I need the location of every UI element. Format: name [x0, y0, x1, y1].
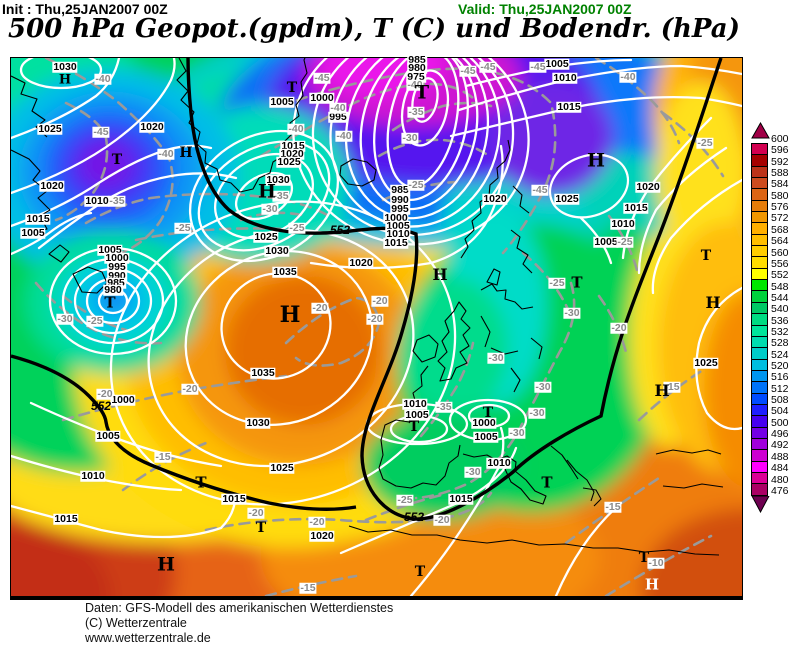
colorbar-tick-label: 496 — [771, 428, 789, 441]
page-title: 500 hPa Geopot.(gpdm), T (C) und Bodendr… — [8, 14, 740, 44]
colorbar-tick-label: 568 — [771, 223, 789, 236]
colorbar-bands — [751, 143, 771, 496]
map-frame — [10, 57, 743, 600]
colorbar-tick-label: 480 — [771, 473, 789, 486]
geopotential-552-contours — [11, 58, 723, 521]
colorbar-tick-label: 592 — [771, 155, 789, 168]
colorbar-tick-label: 540 — [771, 303, 789, 316]
colorbar-tick-label: 544 — [771, 291, 789, 304]
valid-time-label: Valid: Thu,25JAN2007 00Z — [458, 1, 632, 17]
colorbar-tick-label: 576 — [771, 201, 789, 214]
colorbar-tick-label: 528 — [771, 337, 789, 350]
colorbar-tick-label: 492 — [771, 439, 789, 452]
colorbar-tick-label: 552 — [771, 269, 789, 282]
colorbar-tick-label: 500 — [771, 416, 789, 429]
colorbar-tick-label: 548 — [771, 280, 789, 293]
colorbar-tick-label: 488 — [771, 450, 789, 463]
colorbar-top-arrow — [751, 121, 770, 139]
colorbar-tick-label: 572 — [771, 212, 789, 225]
colorbar-tick-label: 484 — [771, 462, 789, 475]
attribution-line-1: Daten: GFS-Modell des amerikanischen Wet… — [85, 601, 394, 615]
colorbar-tick-label: 508 — [771, 394, 789, 407]
colorbar-tick-label: 596 — [771, 144, 789, 157]
colorbar-tick-label: 516 — [771, 371, 789, 384]
colorbar-tick-label: 588 — [771, 167, 789, 180]
colorbar-tick-label: 536 — [771, 314, 789, 327]
attribution-line-2: (C) Wetterzentrale — [85, 615, 187, 630]
colorbar-tick-label: 476 — [771, 484, 789, 497]
colorbar-tick-label: 564 — [771, 235, 789, 248]
weather-map-svg — [11, 58, 742, 596]
attribution-line-3: www.wetterzentrale.de — [85, 630, 211, 645]
init-time-label: Init : Thu,25JAN2007 00Z — [2, 1, 168, 17]
colorbar-tick-label: 532 — [771, 325, 789, 338]
colorbar-tick-label: 512 — [771, 382, 789, 395]
colorbar-tick-label: 584 — [771, 178, 789, 191]
colorbar-tick-label: 580 — [771, 189, 789, 202]
colorbar — [751, 121, 771, 513]
colorbar-tick-label: 524 — [771, 348, 789, 361]
colorbar-tick-label: 556 — [771, 257, 789, 270]
colorbar-band — [751, 483, 768, 496]
attribution-footer: Daten: GFS-Modell des amerikanischen Wet… — [85, 601, 393, 645]
height-field-blobs — [11, 58, 742, 596]
colorbar-tick-label: 600 — [771, 133, 789, 145]
colorbar-tick-label: 560 — [771, 246, 789, 259]
colorbar-tick-label: 504 — [771, 405, 789, 418]
colorbar-tick-label: 520 — [771, 360, 789, 372]
colorbar-bottom-arrow — [751, 495, 770, 513]
